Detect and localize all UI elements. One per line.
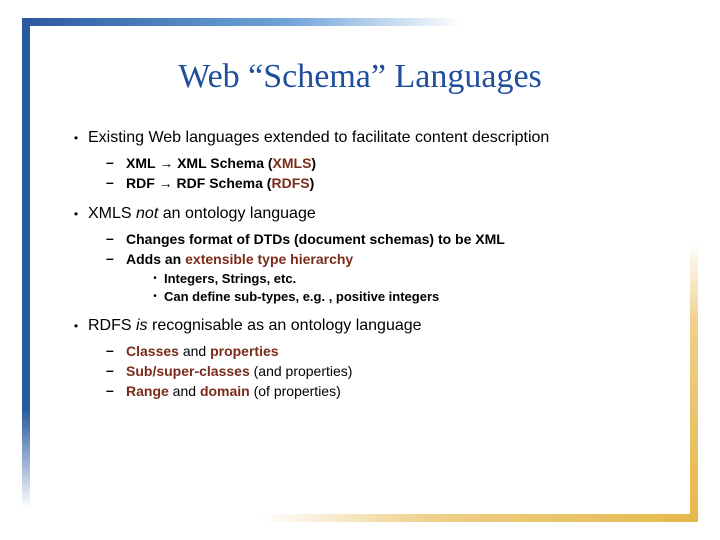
sub-bullet-text: RDF → RDF Schema (RDFS) — [126, 174, 680, 192]
sub-bullet: – Adds an extensible type hierarchy — [106, 250, 680, 268]
sub-bullet: – Changes format of DTDs (document schem… — [106, 230, 680, 248]
t: an ontology language — [158, 205, 315, 222]
sub-bullet: – Range and domain (of properties) — [106, 382, 680, 400]
sub-bullet-text: Adds an extensible type hierarchy — [126, 250, 680, 268]
t: extensible type hierarchy — [185, 251, 353, 267]
bullet-dot-icon: • — [146, 270, 164, 287]
dash-icon: – — [106, 174, 126, 192]
t: RDF Schema ( — [173, 175, 272, 191]
sub-bullet: – Classes and properties — [106, 342, 680, 360]
dash-icon: – — [106, 362, 126, 380]
subsub-bullet-text: Can define sub-types, e.g. , positive in… — [164, 288, 680, 305]
bullet-dot-icon: • — [64, 128, 88, 148]
sub-bullet-text: Range and domain (of properties) — [126, 382, 680, 400]
bullet-2: • XMLS not an ontology language — [64, 204, 680, 224]
t: (and properties) — [250, 363, 353, 379]
t: Adds an — [126, 251, 185, 267]
arrow-icon: → — [159, 175, 173, 191]
t: XMLS — [273, 155, 312, 171]
bullet-dot-icon: • — [146, 288, 164, 305]
bullet-text: RDFS is recognisable as an ontology lang… — [88, 316, 680, 336]
dash-icon: – — [106, 250, 126, 268]
t: RDF — [126, 175, 159, 191]
slide-content: • Existing Web languages extended to fac… — [64, 128, 680, 402]
t: RDFS — [271, 175, 309, 191]
sub-bullet: – XML → XML Schema (XMLS) — [106, 154, 680, 172]
bullet-3: • RDFS is recognisable as an ontology la… — [64, 316, 680, 336]
t: Sub/super-classes — [126, 363, 250, 379]
border-right-gold — [690, 242, 698, 522]
border-top-blue — [22, 18, 462, 26]
sub-bullet-text: XML → XML Schema (XMLS) — [126, 154, 680, 172]
t: RDFS — [88, 317, 136, 334]
t: domain — [200, 383, 250, 399]
border-bottom-gold — [258, 514, 698, 522]
sub-bullet-text: Classes and properties — [126, 342, 680, 360]
dash-icon: – — [106, 342, 126, 360]
t: XML — [126, 155, 159, 171]
sub-bullet: – RDF → RDF Schema (RDFS) — [106, 174, 680, 192]
bullet-dot-icon: • — [64, 204, 88, 224]
subsub-bullet-text: Integers, Strings, etc. — [164, 270, 680, 287]
t: (of properties) — [250, 383, 341, 399]
t: XML Schema ( — [173, 155, 272, 171]
dash-icon: – — [106, 382, 126, 400]
dash-icon: – — [106, 230, 126, 248]
t: Range — [126, 383, 169, 399]
slide-title: Web “Schema” Languages — [0, 58, 720, 96]
sub-bullet-text: Changes format of DTDs (document schemas… — [126, 230, 680, 248]
bullet-dot-icon: • — [64, 316, 88, 336]
bullet-1: • Existing Web languages extended to fac… — [64, 128, 680, 148]
subsub-bullet: • Integers, Strings, etc. — [146, 270, 680, 287]
sub-bullet: – Sub/super-classes (and properties) — [106, 362, 680, 380]
subsub-bullet: • Can define sub-types, e.g. , positive … — [146, 288, 680, 305]
sub-bullet-text: Sub/super-classes (and properties) — [126, 362, 680, 380]
arrow-icon: → — [159, 155, 173, 171]
t: and — [169, 383, 200, 399]
bullet-text: XMLS not an ontology language — [88, 204, 680, 224]
t: ) — [310, 175, 315, 191]
t: not — [136, 205, 158, 222]
t: XMLS — [88, 205, 136, 222]
dash-icon: – — [106, 154, 126, 172]
t: is — [136, 317, 148, 334]
t: recognisable as an ontology language — [148, 317, 422, 334]
t: Classes — [126, 343, 179, 359]
t: and — [179, 343, 210, 359]
t: properties — [210, 343, 278, 359]
t: ) — [311, 155, 316, 171]
bullet-text: Existing Web languages extended to facil… — [88, 128, 680, 148]
